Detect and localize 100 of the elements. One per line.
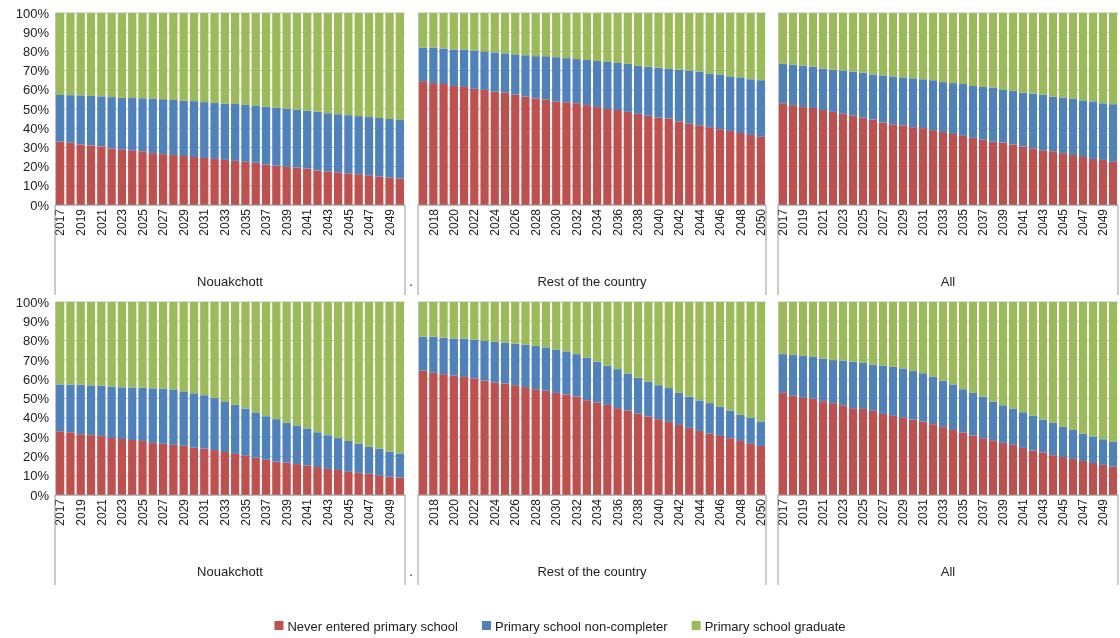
- bar: [929, 424, 937, 495]
- bar: [449, 13, 458, 50]
- bar: [459, 13, 469, 50]
- x-tick-label: 2048: [733, 498, 748, 526]
- bar: [999, 89, 1007, 143]
- x-axis-title: Nouakchott: [197, 274, 264, 289]
- bar: [97, 146, 106, 205]
- bar: [939, 132, 947, 205]
- bar: [220, 103, 229, 160]
- legend-label: Never entered primary school: [287, 618, 459, 634]
- bar: [1079, 461, 1087, 495]
- bar: [949, 13, 957, 84]
- bar: [939, 302, 947, 381]
- bar: [459, 86, 469, 205]
- bar: [552, 302, 561, 350]
- x-tick-label: 2030: [549, 208, 564, 236]
- bar: [979, 139, 987, 205]
- bar: [439, 48, 448, 85]
- bar: [1059, 456, 1067, 495]
- y-tick-label: 40%: [22, 120, 50, 136]
- bar: [313, 111, 322, 171]
- bar: [879, 13, 887, 76]
- bar: [644, 302, 653, 382]
- bar: [664, 421, 673, 495]
- y-tick-label: 0%: [30, 487, 50, 503]
- bar: [603, 13, 612, 62]
- legend-label: Primary school graduate: [704, 618, 846, 634]
- x-axis-title: All: [940, 274, 956, 289]
- bar: [979, 13, 987, 87]
- bar: [449, 302, 458, 339]
- bar: [674, 424, 684, 495]
- bar: [128, 98, 137, 151]
- x-tick-label: 2046: [713, 208, 728, 236]
- bar: [241, 455, 250, 495]
- bar: [500, 342, 510, 384]
- bar: [779, 354, 787, 393]
- bar: [603, 365, 612, 405]
- bar: [354, 472, 363, 495]
- y-tick-label: 100%: [15, 294, 50, 310]
- bar: [603, 404, 612, 495]
- bar: [449, 85, 458, 205]
- bar: [531, 345, 540, 390]
- bar: [959, 432, 967, 495]
- bar: [241, 104, 250, 162]
- bar: [292, 13, 302, 110]
- bar: [220, 451, 229, 495]
- bar: [899, 417, 907, 495]
- bar: [395, 453, 404, 478]
- bar: [879, 365, 887, 414]
- bar: [1069, 458, 1077, 495]
- bar: [949, 384, 957, 430]
- bar: [364, 302, 374, 447]
- bar: [303, 168, 312, 205]
- bar: [809, 13, 817, 67]
- bar: [613, 13, 622, 63]
- bar: [746, 302, 755, 418]
- bar: [354, 174, 363, 205]
- bar: [899, 368, 907, 418]
- x-tick-label: 2043: [320, 208, 335, 236]
- bar: [603, 61, 612, 109]
- x-tick-label: 2039: [279, 498, 294, 526]
- bar: [107, 438, 116, 495]
- x-tick-label: 2048: [733, 208, 748, 236]
- bar: [1009, 13, 1017, 91]
- bar: [500, 53, 510, 93]
- x-tick-label: 2029: [896, 208, 911, 236]
- x-tick-label: 2044: [692, 208, 707, 236]
- bar: [364, 13, 374, 118]
- bar: [859, 302, 867, 363]
- bar: [439, 374, 448, 495]
- bar: [746, 79, 755, 135]
- bar: [200, 302, 209, 396]
- bar: [189, 447, 199, 495]
- bar: [552, 101, 561, 205]
- bar: [849, 71, 857, 116]
- bar: [654, 67, 663, 118]
- bar: [419, 81, 428, 205]
- bar: [859, 13, 867, 73]
- x-tick-label: 2041: [1016, 498, 1031, 526]
- bar: [674, 13, 684, 70]
- bar: [261, 164, 271, 205]
- bar: [158, 154, 168, 205]
- bar: [521, 302, 530, 345]
- bar: [809, 357, 817, 399]
- x-tick-label: 2049: [382, 498, 397, 526]
- bar: [593, 402, 602, 495]
- bar: [117, 439, 127, 495]
- bar: [859, 72, 867, 118]
- bar: [158, 443, 168, 495]
- bar: [869, 74, 877, 120]
- bar: [1019, 146, 1027, 205]
- bar: [644, 381, 653, 417]
- x-tick-label: 2022: [467, 208, 482, 236]
- x-tick-label: 2032: [569, 498, 584, 526]
- bar: [809, 66, 817, 109]
- bar: [562, 394, 571, 495]
- bar: [572, 103, 581, 205]
- bar: [261, 302, 271, 417]
- bar: [459, 302, 469, 339]
- bar: [1079, 302, 1087, 434]
